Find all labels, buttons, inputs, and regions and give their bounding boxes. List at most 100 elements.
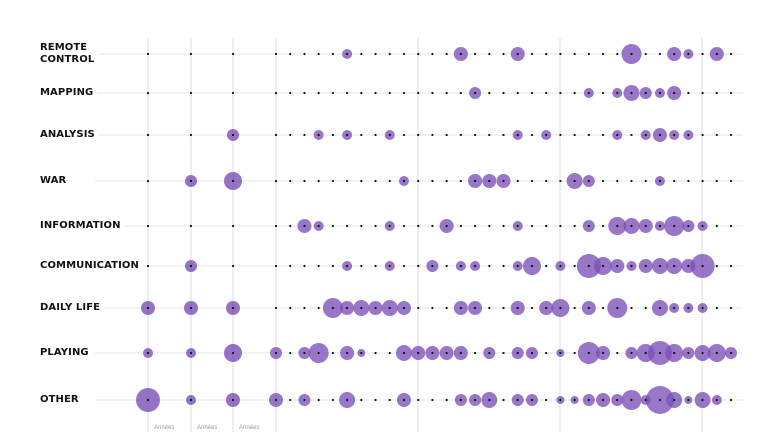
dot-marker xyxy=(530,351,534,355)
dot-marker xyxy=(289,224,292,228)
dot-marker xyxy=(715,351,718,355)
dot-marker xyxy=(374,91,377,95)
dot-marker xyxy=(658,264,662,268)
dot-marker xyxy=(146,52,150,56)
dot-marker xyxy=(388,52,391,56)
dot-marker xyxy=(658,351,662,355)
dot-marker xyxy=(431,52,434,56)
dot-marker xyxy=(701,264,704,268)
row-daily-life xyxy=(95,298,744,318)
dot-marker xyxy=(317,398,320,402)
dot-marker xyxy=(488,52,491,56)
dot-marker xyxy=(331,52,334,56)
dot-marker xyxy=(673,351,676,355)
dot-marker xyxy=(146,306,150,310)
dot-marker xyxy=(374,351,377,355)
dot-marker xyxy=(445,179,448,183)
dot-marker xyxy=(715,306,718,310)
dot-marker xyxy=(545,91,548,95)
dot-marker xyxy=(701,224,704,228)
dot-marker xyxy=(573,264,576,268)
dot-marker xyxy=(289,306,292,310)
dot-marker xyxy=(502,398,505,402)
dot-marker xyxy=(445,224,448,228)
dot-marker xyxy=(388,264,391,268)
dot-marker xyxy=(530,91,534,95)
dot-marker xyxy=(231,398,235,402)
dot-marker xyxy=(317,306,320,310)
dot-marker xyxy=(644,306,647,310)
dot-marker xyxy=(388,224,391,228)
dot-marker xyxy=(687,224,690,228)
dot-marker xyxy=(644,179,647,183)
dot-marker xyxy=(502,52,505,56)
dot-marker xyxy=(146,224,150,228)
dot-marker xyxy=(146,133,150,137)
dot-marker xyxy=(516,264,519,268)
dot-marker xyxy=(559,52,562,56)
dot-marker xyxy=(516,133,519,137)
dot-marker xyxy=(587,351,590,355)
dot-marker xyxy=(545,398,548,402)
dot-marker xyxy=(687,179,690,183)
dot-marker xyxy=(559,91,562,95)
dot-marker xyxy=(715,179,718,183)
dot-marker xyxy=(587,264,590,268)
dot-marker xyxy=(317,179,320,183)
dot-marker xyxy=(231,91,235,95)
dot-marker xyxy=(303,264,306,268)
dot-marker xyxy=(644,133,647,137)
dot-marker xyxy=(658,133,662,137)
dot-marker xyxy=(360,91,363,95)
dot-marker xyxy=(388,306,391,310)
dot-marker xyxy=(473,133,477,137)
dot-marker xyxy=(417,398,420,402)
dot-marker xyxy=(630,306,633,310)
dot-marker xyxy=(673,306,676,310)
dot-marker xyxy=(545,52,548,56)
dot-marker xyxy=(274,306,278,310)
dot-marker xyxy=(502,179,505,183)
dot-marker xyxy=(545,264,548,268)
dot-marker xyxy=(658,306,662,310)
dot-marker xyxy=(303,351,306,355)
dot-marker xyxy=(601,264,605,268)
dot-marker xyxy=(331,179,334,183)
dot-marker xyxy=(374,179,377,183)
dot-marker xyxy=(616,306,619,310)
dot-marker xyxy=(587,306,590,310)
dot-marker xyxy=(502,133,505,137)
dot-marker xyxy=(473,224,477,228)
dot-marker xyxy=(616,91,619,95)
dot-marker xyxy=(289,179,292,183)
dot-marker xyxy=(658,224,662,228)
dot-marker xyxy=(331,91,334,95)
dot-marker xyxy=(673,179,676,183)
dot-marker xyxy=(459,398,462,402)
dot-marker xyxy=(445,133,448,137)
dot-marker xyxy=(303,398,306,402)
dot-marker xyxy=(502,306,505,310)
dot-marker xyxy=(346,91,349,95)
dot-marker xyxy=(402,133,406,137)
dot-marker xyxy=(231,52,235,56)
dot-marker xyxy=(189,306,193,310)
dot-marker xyxy=(346,398,349,402)
dot-marker xyxy=(473,91,477,95)
dot-marker xyxy=(231,306,235,310)
dot-marker xyxy=(431,179,434,183)
dot-marker xyxy=(545,133,548,137)
dot-marker xyxy=(189,264,193,268)
dot-marker xyxy=(587,91,590,95)
dot-marker xyxy=(374,398,377,402)
dot-marker xyxy=(360,52,363,56)
dot-marker xyxy=(644,264,647,268)
dot-marker xyxy=(530,398,534,402)
dot-marker xyxy=(402,224,406,228)
dot-marker xyxy=(473,179,477,183)
dot-marker xyxy=(502,351,505,355)
dot-marker xyxy=(360,179,363,183)
dot-marker xyxy=(346,179,349,183)
dot-marker xyxy=(402,179,406,183)
row-mapping xyxy=(95,85,744,101)
